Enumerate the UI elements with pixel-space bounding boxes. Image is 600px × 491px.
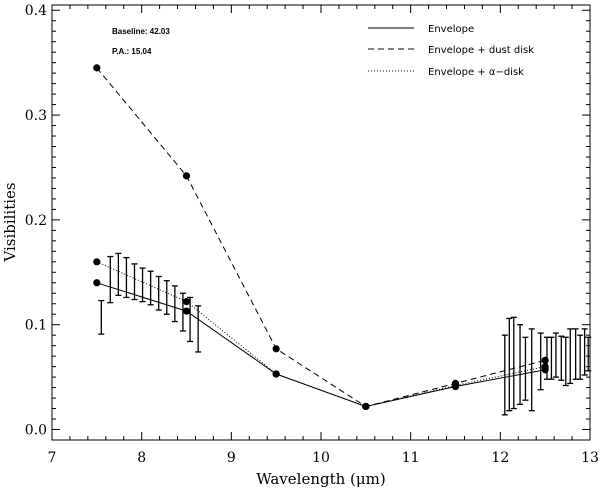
annotation-pa: P.A.: 15.04 — [112, 47, 152, 56]
error-bar — [510, 316, 517, 410]
y-tick-label: 0.1 — [25, 318, 47, 334]
error-bar — [131, 263, 138, 301]
error-bar — [517, 324, 524, 406]
error-bar — [522, 336, 529, 401]
series-line-alpha-disk — [96, 261, 546, 408]
y-tick-label: 0.3 — [25, 108, 47, 124]
x-tick-label: 9 — [227, 450, 236, 466]
data-point — [182, 307, 191, 315]
legend-label-dust-disk: Envelope + dust disk — [428, 45, 534, 56]
error-bar — [123, 256, 130, 299]
error-bar — [548, 336, 555, 380]
x-tick-label: 13 — [581, 450, 599, 466]
series-line-envelope — [96, 282, 546, 408]
error-bar — [581, 328, 588, 376]
error-bar — [98, 299, 105, 335]
error-bar — [552, 332, 559, 378]
y-tick-label: 0.2 — [25, 213, 47, 229]
series-lines — [96, 67, 546, 408]
data-point — [541, 356, 549, 364]
data-point — [93, 279, 101, 287]
data-point — [451, 381, 460, 390]
error-bar — [163, 280, 170, 315]
error-bar — [107, 255, 114, 304]
error-bar — [147, 270, 154, 306]
data-point — [93, 258, 101, 266]
error-bar — [567, 328, 574, 385]
error-bar — [195, 305, 202, 353]
x-tick-label: 7 — [48, 450, 57, 466]
y-tick-label: 0.0 — [25, 423, 47, 439]
error-bar — [139, 267, 146, 303]
x-tick-label: 12 — [491, 450, 509, 466]
error-bar — [171, 285, 178, 323]
error-bar — [155, 275, 162, 311]
error-bar — [572, 328, 579, 380]
error-bar — [528, 328, 535, 412]
series-points — [93, 64, 549, 411]
x-tick-label: 8 — [137, 450, 146, 466]
legend-label-envelope: Envelope — [428, 24, 474, 35]
error-bar — [179, 292, 186, 332]
x-axis-title: Wavelength (μm) — [256, 470, 385, 488]
error-bars — [98, 252, 592, 416]
data-point — [272, 345, 280, 353]
data-point — [272, 370, 280, 378]
error-bar — [115, 252, 122, 296]
error-bar — [562, 336, 569, 387]
error-bar — [577, 334, 584, 380]
axis-ticks: 7 8 9 10 11 12 13 0.0 0.1 0.2 0.3 0.4 — [25, 3, 599, 466]
annotation-baseline: Baseline: 42.03 — [112, 27, 170, 36]
data-point — [182, 298, 191, 306]
series-line-dust-disk — [96, 67, 546, 408]
data-point — [93, 64, 101, 72]
y-axis-title: Visibilities — [1, 182, 19, 262]
data-point — [362, 402, 370, 411]
error-bar — [501, 334, 508, 416]
error-bar — [585, 336, 592, 372]
x-tick-label: 10 — [312, 450, 330, 466]
legend-label-alpha-disk: Envelope + α−disk — [428, 67, 524, 78]
data-point — [541, 363, 549, 371]
data-point — [182, 172, 191, 180]
error-bar — [506, 317, 513, 412]
error-bar — [558, 335, 565, 381]
x-tick-label: 11 — [402, 450, 420, 466]
legend: Envelope Envelope + dust disk Envelope +… — [368, 24, 534, 78]
y-tick-label: 0.4 — [25, 3, 47, 19]
